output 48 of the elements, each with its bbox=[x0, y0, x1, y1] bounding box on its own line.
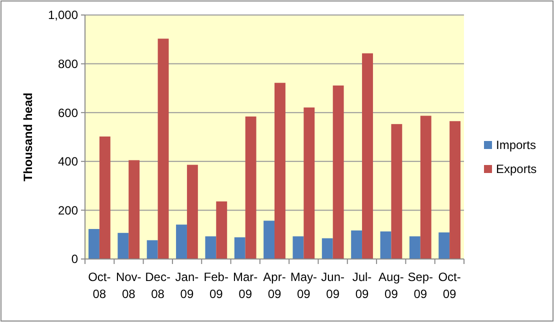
bar bbox=[409, 236, 420, 259]
bar bbox=[391, 124, 402, 259]
bar bbox=[304, 107, 315, 259]
x-tick-label: Jan-09 bbox=[175, 270, 199, 301]
x-tick-label: Feb-09 bbox=[204, 270, 228, 301]
bar bbox=[88, 228, 100, 259]
bar bbox=[245, 116, 256, 259]
bar bbox=[274, 82, 286, 259]
bar bbox=[450, 121, 460, 259]
bar bbox=[332, 86, 344, 259]
y-tick-label: 600 bbox=[58, 106, 78, 120]
bar bbox=[351, 230, 362, 259]
x-tick-label: Mar-09 bbox=[232, 270, 258, 301]
x-tick-label: Sep-09 bbox=[408, 270, 434, 301]
bar bbox=[216, 201, 228, 259]
x-tick-label: Jul-09 bbox=[352, 270, 372, 301]
bar bbox=[362, 53, 373, 259]
x-tick-label: Aug-09 bbox=[378, 270, 404, 301]
y-tick-label: 400 bbox=[58, 154, 78, 169]
bar bbox=[176, 224, 187, 259]
y-tick-label: 800 bbox=[58, 57, 78, 71]
y-tick-label: 1,000 bbox=[48, 8, 78, 22]
bar bbox=[438, 232, 450, 259]
bar bbox=[186, 164, 198, 259]
bar bbox=[158, 38, 169, 259]
bar bbox=[128, 160, 140, 259]
bar bbox=[99, 136, 110, 259]
bar bbox=[118, 232, 129, 259]
bar bbox=[205, 236, 216, 259]
bar bbox=[264, 220, 274, 259]
bar bbox=[234, 237, 246, 259]
y-axis-title: Thousand head bbox=[21, 92, 35, 182]
bar bbox=[380, 231, 392, 259]
bar bbox=[146, 240, 158, 259]
x-tick-label: Nov-08 bbox=[116, 270, 142, 301]
legend-label: Imports bbox=[496, 138, 536, 152]
legend-label: Exports bbox=[496, 162, 537, 176]
x-tick-label: Oct-09 bbox=[438, 270, 461, 301]
x-tick-label: May-09 bbox=[290, 270, 318, 301]
y-tick-label: 0 bbox=[71, 252, 78, 266]
y-tick-label: 200 bbox=[58, 203, 78, 218]
bar bbox=[420, 116, 432, 259]
bar bbox=[322, 238, 333, 259]
x-tick-label: Dec-08 bbox=[145, 270, 170, 301]
x-tick-label: Apr-09 bbox=[263, 270, 286, 301]
bar bbox=[292, 236, 304, 259]
x-tick-label: Oct-08 bbox=[88, 270, 111, 301]
x-tick-label: Jun-09 bbox=[321, 270, 345, 301]
